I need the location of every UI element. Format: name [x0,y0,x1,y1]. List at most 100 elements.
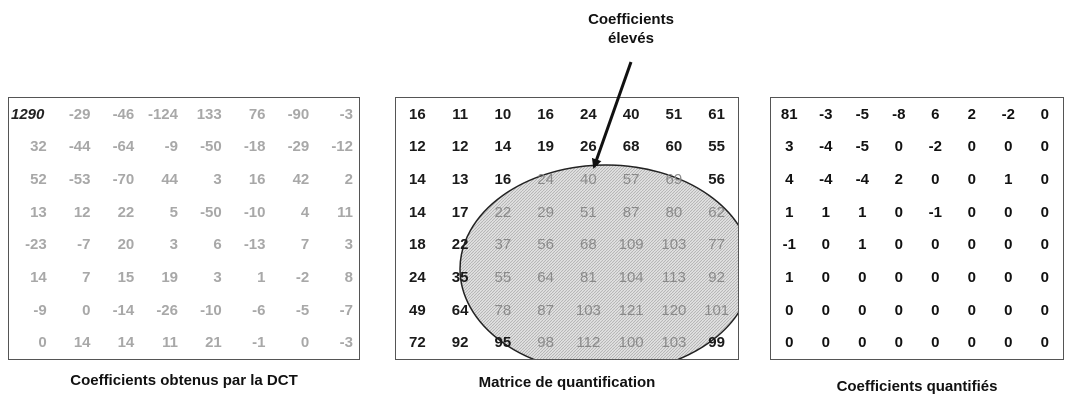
dct-cell: 20 [117,236,135,254]
result-cell: 0 [931,301,940,319]
quant-cell: 13 [451,171,469,189]
dct-cell: 14 [30,268,47,286]
dct-cell: 32 [30,138,47,156]
result-cell: -2 [1001,105,1015,123]
quantization-matrix: 16 11 10 16 24 40 51 61 12 12 14 19 26 68 60 55 14 13 16 24… [395,97,739,360]
result-cell: 0 [931,268,940,286]
result-cell: 0 [967,203,976,221]
quant-cell: 37 [494,236,512,254]
quant-cell: 22 [451,236,469,254]
dct-cell: -53 [68,171,91,189]
result-cell: -5 [855,138,869,156]
result-cell: 0 [894,236,903,254]
quant-cell: 12 [409,138,426,156]
quant-cell: 92 [708,268,725,286]
dct-cell: -44 [68,138,91,156]
quant-cell: 64 [451,301,469,319]
dct-cell: 6 [213,236,222,254]
dct-cell: -64 [112,138,135,156]
dct-cell: 14 [73,334,91,352]
result-cell: -3 [819,105,833,123]
quant-cell: 40 [580,171,597,189]
result-cell: 0 [931,236,940,254]
result-cell: 0 [858,268,867,286]
quant-cell: 95 [494,334,512,352]
result-cell: 0 [858,334,867,352]
result-cell: 0 [1004,301,1013,319]
result-cell: 2 [894,171,903,189]
dct-cell: 1290 [11,105,45,123]
dct-cell: -9 [164,138,178,156]
quant-cell: 24 [580,105,597,123]
quant-cell: 55 [494,268,512,286]
dct-cell: -3 [339,105,353,123]
dct-cell: -6 [252,301,266,319]
result-cell: 0 [858,301,867,319]
dct-cell: 5 [169,203,178,221]
quant-cell: 16 [494,171,512,189]
quant-cell: 22 [494,203,512,221]
result-cell: 0 [894,138,903,156]
result-cell: 0 [894,268,903,286]
dct-cell: 3 [213,268,222,286]
result-cell: 1 [1004,171,1013,189]
dct-cell: -14 [112,301,135,319]
dct-cell: 13 [30,203,47,221]
result-cell: -4 [819,171,833,189]
dct-cell: 76 [248,105,266,123]
quant-cell: 78 [494,301,512,319]
quant-cell: 49 [409,301,426,319]
dct-cell: 133 [196,105,222,123]
quant-cell: 87 [537,301,554,319]
result-cell: 4 [785,171,794,189]
dct-cell: 7 [82,268,91,286]
annotation-line-1: Coefficients [588,11,674,28]
dct-cell: -29 [287,138,310,156]
quant-cell: 24 [409,268,426,286]
quant-cell: 14 [409,171,426,189]
dct-cell: -10 [243,203,266,221]
dct-cell: -7 [339,301,353,319]
result-cell: 3 [785,138,794,156]
quant-cell: 77 [708,236,725,254]
result-cell: 0 [894,203,903,221]
dct-cell: 52 [30,171,47,189]
dct-cell: -3 [339,334,353,352]
quant-cell: 51 [665,105,683,123]
quant-cell: 57 [622,171,640,189]
quant-cell: 26 [580,138,597,156]
quant-caption: Matrice de quantification [478,374,656,391]
dct-cell: 0 [300,334,310,352]
quant-cell: 109 [618,236,644,254]
dct-cell: 3 [344,236,353,254]
quant-cell: 29 [537,203,554,221]
dct-cell: -7 [77,236,91,254]
dct-cell: 16 [248,171,266,189]
result-grid: 81 -3 -5 -8 6 2 -2 0 3 -4 -5 0 -2 0 0 0 4 -4 -4 2 0 0 1 0 1 1 1 0 -1… [771,98,1063,359]
result-cell: 0 [967,268,976,286]
dct-cell: 0 [82,301,91,319]
quant-cell: 55 [708,138,725,156]
result-cell: 0 [931,171,940,189]
quant-cell: 64 [537,268,554,286]
result-cell: 0 [1040,105,1049,123]
result-cell: -1 [928,203,942,221]
dct-cell: -1 [252,334,266,352]
quant-cell: 121 [618,301,644,319]
dct-cell: 3 [213,171,222,189]
result-cell: 2 [967,105,976,123]
dct-cell: 7 [300,236,310,254]
quant-cell: 19 [537,138,554,156]
quant-cell: 24 [537,171,554,189]
quant-cell: 12 [451,138,469,156]
dct-cell: 8 [344,268,353,286]
result-cell: 0 [1040,203,1049,221]
dct-cell: 11 [162,334,178,352]
dct-cell: 0 [38,334,47,352]
dct-coefficients-matrix: 1290 -29 -46 -124 133 76 -90 -3 32 -44 -64 -9 -50 -18… [8,97,360,360]
dct-cell: 19 [161,268,178,286]
result-cell: 0 [821,334,830,352]
result-cell: 0 [1004,268,1013,286]
result-cell: 0 [821,236,830,254]
dct-cell: 11 [337,203,353,221]
